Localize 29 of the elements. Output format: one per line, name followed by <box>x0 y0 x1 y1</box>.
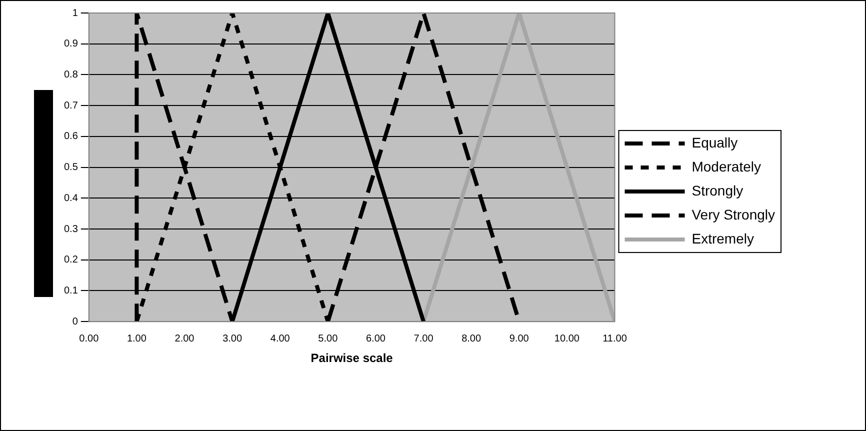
x-axis-title: Pairwise scale <box>310 351 394 366</box>
y-tick-label: 0.2 <box>64 254 78 266</box>
x-tick-label: 11.00 <box>602 333 628 344</box>
x-tick-label: 4.00 <box>270 333 290 344</box>
y-tick-label: 1 <box>72 8 78 19</box>
y-tick-label: 0.3 <box>64 224 78 235</box>
legend-label: Moderately <box>692 158 762 174</box>
x-tick-label: 3.00 <box>222 333 242 344</box>
x-tick-label: 7.00 <box>414 333 434 344</box>
x-tick-label: 9.00 <box>509 333 530 344</box>
y-tick-label: 0.7 <box>64 100 78 112</box>
y-tick-label: 0.9 <box>64 38 78 50</box>
x-tick-label: 1.00 <box>126 333 147 344</box>
x-tick-label: 8.00 <box>462 333 482 344</box>
y-tick-label: 0.6 <box>64 131 78 142</box>
y-tick-label: 0.4 <box>64 192 78 204</box>
x-tick-label: 0.00 <box>79 333 100 344</box>
y-tick-label: 0.8 <box>64 69 78 80</box>
y-tick-label: 0.1 <box>64 285 78 296</box>
legend-label: Equally <box>692 134 738 150</box>
x-tick-label: 2.00 <box>174 333 195 344</box>
legend-label: Extremely <box>692 230 754 246</box>
x-tick-label: 5.00 <box>318 333 338 344</box>
x-tick-label: 10.00 <box>554 333 580 344</box>
legend-label: Strongly <box>692 182 744 198</box>
y-tick-label: 0.5 <box>64 162 78 174</box>
y-tick-label: 0 <box>72 316 78 328</box>
x-tick-label: 6.00 <box>366 333 386 344</box>
legend-label: Very Strongly <box>692 206 776 222</box>
